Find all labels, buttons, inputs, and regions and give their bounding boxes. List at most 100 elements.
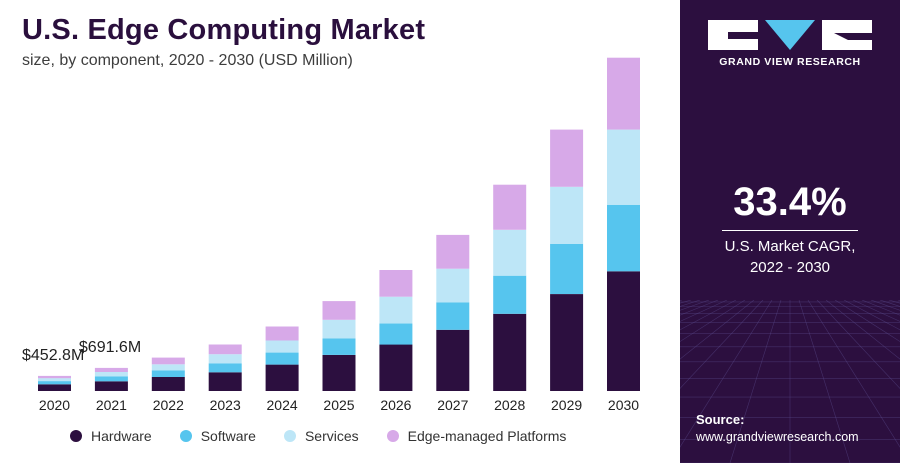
bar-edge-managed-platforms-2028 <box>493 184 527 230</box>
bar-edge-managed-platforms-2020 <box>38 375 71 379</box>
cagr-label: U.S. Market CAGR, 2022 - 2030 <box>680 236 900 278</box>
x-tick-label-2021: 2021 <box>96 397 127 413</box>
legend-item-edge-managed-platforms: Edge-managed Platforms <box>386 428 567 444</box>
cagr-label-line1: U.S. Market CAGR, <box>724 238 856 255</box>
bar-services-2024 <box>265 340 299 353</box>
legend-swatch-edge-managed-platforms <box>386 430 399 442</box>
grid-line <box>680 300 773 448</box>
legend-swatch-software <box>179 430 192 442</box>
source-label: Source: <box>696 412 745 427</box>
bar-software-2028 <box>493 275 527 314</box>
chart-legend: Hardware Software Services Edge-managed Pla… <box>70 428 594 444</box>
bar-services-2028 <box>493 229 527 276</box>
bar-hardware-2022 <box>151 377 185 391</box>
bar-hardware-2025 <box>322 354 356 391</box>
cagr-label-line2: 2022 - 2030 <box>749 259 831 276</box>
data-label-2021: $691.6M <box>79 339 141 356</box>
x-tick-label-2022: 2022 <box>153 397 184 413</box>
bar-services-2026 <box>379 296 413 324</box>
bar-hardware-2024 <box>265 364 299 391</box>
grid-line <box>870 300 900 311</box>
grid-line <box>861 300 900 316</box>
bar-edge-managed-platforms-2021 <box>94 367 128 372</box>
legend-label-software: Software <box>200 428 256 444</box>
bar-services-2025 <box>322 319 356 339</box>
grid-line <box>680 300 755 360</box>
bar-services-2029 <box>550 186 584 244</box>
bar-hardware-2027 <box>436 329 470 391</box>
bar-software-2024 <box>265 352 299 365</box>
x-tick-label-2020: 2020 <box>39 397 70 413</box>
source-url: www.grandviewresearch.com <box>696 430 859 444</box>
bar-hardware-2020 <box>38 384 71 391</box>
bar-edge-managed-platforms-2023 <box>208 344 242 355</box>
x-tick-label-2030: 2030 <box>608 397 639 413</box>
bar-services-2027 <box>436 268 470 303</box>
bar-services-2023 <box>208 354 242 364</box>
x-tick-label-2023: 2023 <box>210 397 241 413</box>
x-tick-label-2026: 2026 <box>380 397 411 413</box>
bar-hardware-2028 <box>493 313 527 391</box>
grid-line <box>729 300 782 463</box>
bar-edge-managed-platforms-2029 <box>550 129 584 187</box>
bar-software-2029 <box>550 243 584 294</box>
x-tick-label-2027: 2027 <box>437 397 468 413</box>
legend-label-hardware: Hardware <box>91 428 152 444</box>
x-tick-label-2024: 2024 <box>267 397 298 413</box>
grid-line <box>680 300 764 389</box>
bar-edge-managed-platforms-2025 <box>322 301 356 320</box>
bar-software-2027 <box>436 302 470 330</box>
legend-label-services: Services <box>304 428 359 444</box>
grid-line <box>680 300 683 301</box>
bar-services-2020 <box>38 378 71 382</box>
grid-line <box>807 300 900 448</box>
grid-line <box>798 300 851 463</box>
grid-line <box>852 300 900 322</box>
legend-item-software: Software <box>179 428 256 444</box>
bar-services-2022 <box>151 364 185 371</box>
bar-hardware-2021 <box>94 381 128 391</box>
bar-edge-managed-platforms-2030 <box>607 57 640 130</box>
bar-hardware-2023 <box>208 372 242 391</box>
grid-line <box>680 300 746 342</box>
info-panel: GRAND VIEW RESEARCH 33.4% U.S. Market CA… <box>680 0 900 463</box>
bar-edge-managed-platforms-2022 <box>151 357 185 365</box>
legend-label-edge-managed-platforms: Edge-managed Platforms <box>407 428 567 444</box>
bar-hardware-2026 <box>379 344 413 391</box>
brand-name: GRAND VIEW RESEARCH <box>719 56 861 68</box>
x-tick-label-2025: 2025 <box>323 397 354 413</box>
chart-area: U.S. Edge Computing Market size, by comp… <box>22 14 640 444</box>
bar-software-2021 <box>94 376 128 382</box>
bar-edge-managed-platforms-2024 <box>265 326 299 341</box>
bar-edge-managed-platforms-2026 <box>379 270 413 297</box>
cagr-divider <box>722 230 858 231</box>
legend-item-hardware: Hardware <box>70 428 152 444</box>
bar-software-2022 <box>151 370 185 377</box>
decorative-grid <box>680 300 900 463</box>
bar-software-2030 <box>607 204 640 272</box>
bar-services-2021 <box>94 371 128 377</box>
grid-line <box>680 300 737 331</box>
legend-swatch-services <box>283 430 296 442</box>
grid-line <box>834 300 900 342</box>
bar-software-2023 <box>208 363 242 373</box>
legend-swatch-hardware <box>70 430 82 442</box>
legend-item-services: Services <box>283 428 359 444</box>
grid-line <box>816 300 900 389</box>
x-tick-label-2029: 2029 <box>551 397 582 413</box>
bar-edge-managed-platforms-2027 <box>436 234 470 269</box>
grid-line <box>825 300 900 360</box>
cagr-value: 33.4% <box>733 180 847 224</box>
grand-view-research-logo-icon <box>708 20 872 50</box>
bar-hardware-2030 <box>607 271 640 391</box>
bar-software-2026 <box>379 323 413 345</box>
bar-software-2020 <box>38 381 71 385</box>
stacked-bar-chart: 2020 2021 2022 2023 2024 2025 2026 2027 2028 2029… <box>22 57 640 413</box>
bar-services-2030 <box>607 129 640 205</box>
grid-line <box>843 300 900 331</box>
bar-hardware-2029 <box>550 294 584 391</box>
chart-title: U.S. Edge Computing Market <box>22 14 426 46</box>
x-tick-label-2028: 2028 <box>494 397 525 413</box>
bar-software-2025 <box>322 338 356 355</box>
data-label-2020: $452.8M <box>22 347 84 364</box>
